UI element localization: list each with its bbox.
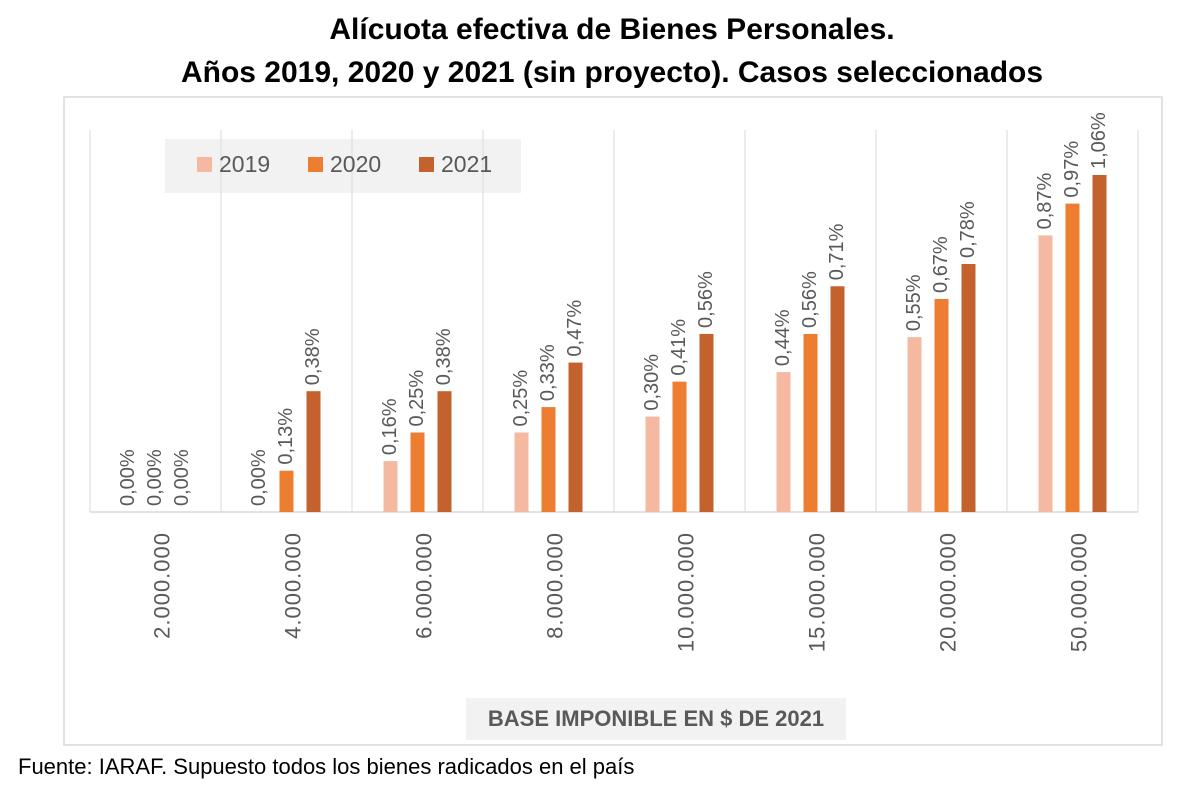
x-axis-title-box xyxy=(466,698,846,740)
x-tick-label: 15.000.000 xyxy=(804,532,829,652)
bar xyxy=(672,381,687,512)
x-tick-label: 50.000.000 xyxy=(1066,532,1091,652)
bar xyxy=(1038,235,1053,513)
legend-swatch xyxy=(197,157,212,172)
chart-subtitle: Años 2019, 2020 y 2021 (sin proyecto). C… xyxy=(181,56,1043,89)
value-label: 0,56% xyxy=(695,271,717,328)
value-label: 1,06% xyxy=(1088,112,1110,169)
legend-label: 2019 xyxy=(219,151,270,177)
legend-swatch xyxy=(419,157,434,172)
value-label: 0,44% xyxy=(772,309,794,366)
bar xyxy=(961,264,976,512)
value-label: 0,38% xyxy=(433,328,455,385)
value-label: 0,78% xyxy=(957,201,979,258)
value-label: 0,33% xyxy=(537,344,559,401)
source-note: Fuente: IARAF. Supuesto todos los bienes… xyxy=(18,754,634,779)
bar xyxy=(645,416,660,512)
chart-title: Alícuota efectiva de Bienes Personales. xyxy=(329,13,894,46)
bar xyxy=(306,391,321,512)
value-label: 0,71% xyxy=(826,223,848,280)
x-tick-label: 6.000.000 xyxy=(411,532,436,639)
value-label: 0,25% xyxy=(510,370,532,427)
bar xyxy=(437,391,452,512)
value-label: 0,38% xyxy=(302,328,324,385)
bar xyxy=(279,470,294,512)
value-label: 0,56% xyxy=(799,271,821,328)
value-label: 0,00% xyxy=(171,449,193,506)
x-tick-label: 2.000.000 xyxy=(149,532,174,639)
value-label: 0,97% xyxy=(1061,141,1083,198)
bar xyxy=(907,337,922,512)
bar xyxy=(514,432,529,512)
value-label: 0,25% xyxy=(406,370,428,427)
legend-label: 2021 xyxy=(441,151,492,177)
value-label: 0,00% xyxy=(117,449,139,506)
value-label: 0,00% xyxy=(144,449,166,506)
value-label: 0,47% xyxy=(564,300,586,357)
value-label: 0,13% xyxy=(275,408,297,465)
x-axis-title: BASE IMPONIBLE EN $ DE 2021 xyxy=(488,706,824,731)
bar xyxy=(699,333,714,512)
x-tick-label: 20.000.000 xyxy=(935,532,960,652)
bar xyxy=(1092,175,1107,512)
x-tick-label: 8.000.000 xyxy=(542,532,567,639)
value-label: 0,41% xyxy=(668,319,690,376)
value-label: 0,16% xyxy=(379,398,401,455)
legend-box xyxy=(165,139,521,193)
value-label: 0,30% xyxy=(641,354,663,411)
legend-label: 2020 xyxy=(330,151,381,177)
value-label: 0,87% xyxy=(1034,172,1056,229)
bar xyxy=(568,362,583,512)
bar xyxy=(410,432,425,512)
bar xyxy=(1065,203,1080,512)
bar xyxy=(830,286,845,512)
value-label: 0,67% xyxy=(930,236,952,293)
bar xyxy=(934,298,949,512)
x-tick-label: 4.000.000 xyxy=(280,532,305,639)
bar xyxy=(776,372,791,512)
bar xyxy=(541,407,556,512)
value-label: 0,00% xyxy=(248,449,270,506)
chart-border xyxy=(63,96,1163,746)
bar xyxy=(383,461,398,512)
x-tick-label: 10.000.000 xyxy=(673,532,698,652)
legend-swatch xyxy=(308,157,323,172)
value-label: 0,55% xyxy=(903,274,925,331)
bar xyxy=(803,333,818,512)
